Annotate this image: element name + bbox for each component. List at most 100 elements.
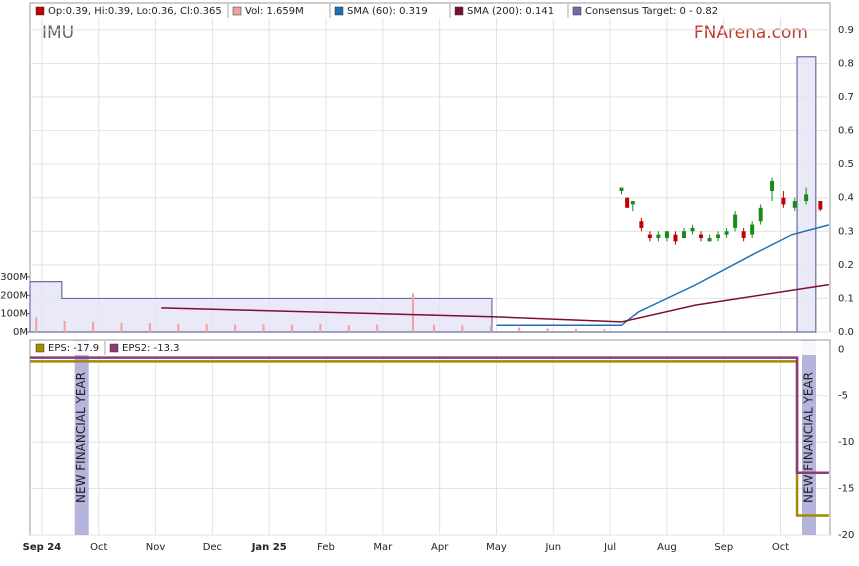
x-tick-label: Jan 25 [251,542,287,553]
legend-swatch [334,6,344,16]
series-line [496,224,830,327]
x-tick-label: Oct [772,542,789,553]
x-tick-label: Sep 24 [23,542,62,553]
series-line [161,283,829,323]
candle-body [716,234,721,238]
legend-swatch [572,6,582,16]
volume-bar [92,321,95,332]
y-tick-label: 0.3 [838,226,854,237]
candle-body [699,234,704,238]
x-tick-label: Jul [603,542,616,553]
candle-body [707,238,712,242]
legend-label: Consensus Target: 0 - 0.82 [585,6,718,17]
legend-label: EPS: -17.9 [48,343,99,354]
y2-tick-label: 0M [13,327,28,338]
legend-label: SMA (200): 0.141 [467,6,554,17]
volume-bar [120,322,123,332]
candle-body [619,187,624,191]
volume-bar [177,323,180,332]
y-tick-label: -15 [838,484,854,495]
candle-body [733,214,738,228]
candle-body [750,224,755,235]
y-tick-label: 0.4 [838,193,854,204]
candle-body [770,180,775,191]
series-line [30,356,829,475]
volume-bar [347,325,350,332]
candle-body [781,197,786,205]
candle-body [625,197,630,208]
candle-body [630,201,635,205]
y-tick-label: 0 [838,344,844,355]
volume-bar [411,293,414,332]
volume-bar [432,324,435,332]
volume-bar [489,326,492,332]
legend-label: Op:0.39, Hi:0.39, Lo:0.36, Cl:0.365 [48,6,222,17]
legend-label: SMA (60): 0.319 [347,6,428,17]
volume-bar [262,324,265,332]
x-tick-label: Apr [431,542,449,553]
candle-body [673,234,678,242]
candle-body [804,194,809,202]
volume-bar [319,323,322,332]
candle-body [758,207,763,222]
x-tick-label: Feb [317,542,335,553]
annotation-band [74,340,89,535]
x-tick-label: Nov [146,542,166,553]
x-tick-label: Mar [373,542,393,553]
y-tick-label: 0.6 [838,126,854,137]
x-tick-label: Dec [203,542,222,553]
volume-bar [603,329,606,332]
x-tick-label: Oct [90,542,107,553]
legend-swatch [454,6,464,16]
y-tick-label: 0.1 [838,293,854,304]
volume-bar [461,325,464,332]
main-panel [29,2,831,333]
volume-bar [35,317,38,332]
candle-body [792,201,797,208]
x-tick-label: Aug [657,542,677,553]
candle-body [664,231,669,238]
legend-bg [31,4,829,18]
y2-tick-label: 300M [0,272,28,283]
x-tick-label: Sep [714,542,733,553]
candle-body [818,201,823,210]
x-tick-label: May [486,542,507,553]
consensus-area [29,56,817,333]
candle-body [656,234,661,238]
legend-swatch [109,343,119,353]
annotation-band [801,340,816,535]
y-tick-label: -5 [838,391,848,402]
candle-body [724,231,729,235]
x-tick-label: Jun [544,542,561,553]
candle-body [690,227,695,232]
y-tick-label: 0.5 [838,159,854,170]
y-tick-label: 0.7 [838,92,854,103]
y-tick-label: 0.9 [838,25,854,36]
y-tick-label: -10 [838,437,854,448]
volume-bar [290,324,293,332]
y2-tick-label: 200M [0,290,28,301]
legend-bg [31,341,829,355]
volume-bar [546,328,549,332]
legend-swatch [35,6,45,16]
legend-label: Vol: 1.659M [245,6,304,17]
y-tick-label: 0.8 [838,58,854,69]
legend-swatch [232,6,242,16]
volume-bar [376,324,379,332]
y2-tick-label: 100M [0,309,28,320]
volume-bar [63,321,66,332]
volume-bar [234,324,237,332]
candle-body [681,231,686,238]
legend-swatch [35,343,45,353]
legend-label: EPS2: -13.3 [122,343,179,354]
ticker: IMU [42,23,74,43]
volume-bar [148,323,151,332]
volume-bar [575,328,578,332]
annotation: NEW FINANCIAL YEAR [74,372,88,503]
volume-bar [205,323,208,332]
y-tick-label: -20 [838,530,854,541]
brand: FNArena.com [694,23,808,43]
y-tick-label: 0.0 [838,327,854,338]
eps-panel [29,339,831,536]
